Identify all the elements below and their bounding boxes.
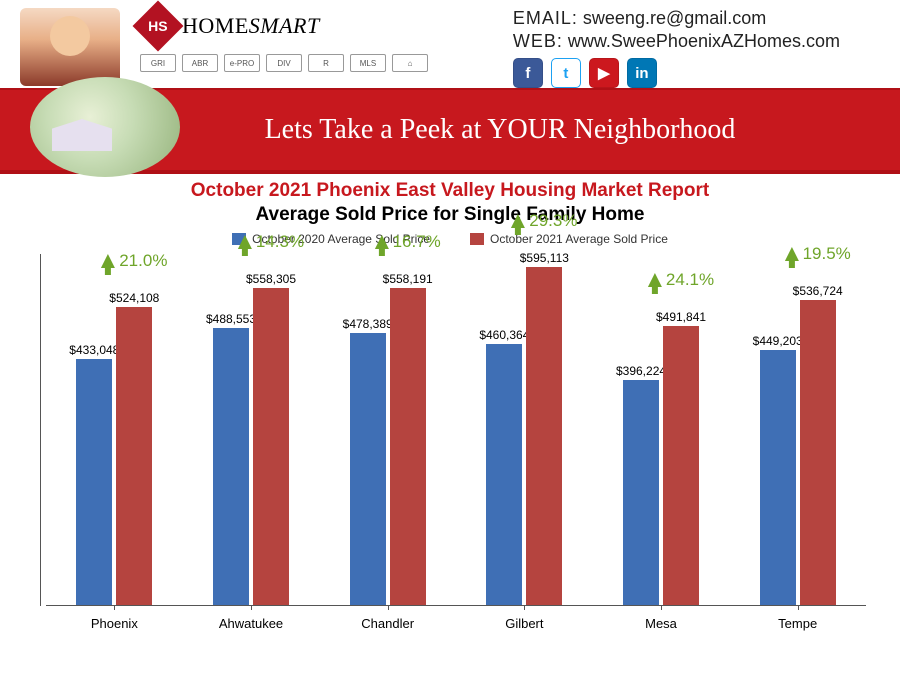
x-axis-label: Phoenix [46, 610, 183, 634]
bar-2021: $558,30514.3% [253, 288, 289, 605]
bar-group: $449,203$536,72419.5% [729, 254, 866, 605]
bar-value-label: $491,841 [656, 310, 706, 324]
plot-area: $433,048$524,10821.0%$488,553$558,30514.… [46, 254, 866, 606]
cert-badge: MLS [350, 54, 386, 72]
email-line: EMAIL: sweeng.re@gmail.com [513, 8, 840, 29]
chart-title-line1: October 2021 Phoenix East Valley Housing… [0, 180, 900, 202]
cert-badge: ⌂ [392, 54, 428, 72]
youtube-icon[interactable]: ▶ [589, 58, 619, 88]
neighborhood-illustration [30, 77, 180, 177]
arrow-up-icon [785, 247, 799, 261]
web-line: WEB: www.SweePhoenixAZHomes.com [513, 31, 840, 52]
bar-2020: $433,048 [76, 359, 112, 605]
pct-value: 29.3% [529, 211, 577, 231]
arrow-up-icon [238, 235, 252, 249]
x-axis-label: Gilbert [456, 610, 593, 634]
homesmart-wordmark: HOMESMART [182, 13, 320, 39]
chart-area: $433,048$524,10821.0%$488,553$558,30514.… [40, 254, 870, 634]
pct-value: 16.7% [393, 232, 441, 252]
brand-block: HS HOMESMART GRI ABR e-PRO DIV R MLS ⌂ [140, 8, 428, 72]
x-axis-labels: PhoenixAhwatukeeChandlerGilbertMesaTempe [46, 610, 866, 634]
pct-value: 19.5% [803, 244, 851, 264]
bar-value-label: $449,203 [753, 334, 803, 348]
header: HS HOMESMART GRI ABR e-PRO DIV R MLS ⌂ EMAIL: … [0, 0, 900, 88]
chart-title-block: October 2021 Phoenix East Valley Housing… [0, 180, 900, 226]
web-label: WEB: [513, 31, 563, 51]
bar-group: $488,553$558,30514.3% [183, 254, 320, 605]
bar-value-label: $558,191 [383, 272, 433, 286]
chart-legend: October 2020 Average Sold PriceOctober 2… [0, 232, 900, 246]
arrow-up-icon [375, 235, 389, 249]
bar-value-label: $433,048 [69, 343, 119, 357]
bar-value-label: $478,389 [343, 317, 393, 331]
arrow-up-icon [648, 273, 662, 287]
cert-badge: GRI [140, 54, 176, 72]
bar-value-label: $396,224 [616, 364, 666, 378]
x-axis-label: Chandler [319, 610, 456, 634]
banner: Lets Take a Peek at YOUR Neighborhood [0, 88, 900, 174]
bar-value-label: $524,108 [109, 291, 159, 305]
bar-2021: $524,10821.0% [116, 307, 152, 605]
legend-swatch [470, 233, 484, 245]
homesmart-monogram: HS [148, 18, 167, 34]
brand-home: HOME [182, 13, 249, 38]
linkedin-icon[interactable]: in [627, 58, 657, 88]
cert-badge: ABR [182, 54, 218, 72]
chart-title-line2: Average Sold Price for Single Family Hom… [0, 204, 900, 226]
bar-2020: $449,203 [760, 350, 796, 605]
bar-group: $478,389$558,19116.7% [319, 254, 456, 605]
cert-badge: e-PRO [224, 54, 260, 72]
brand-smart: SMART [249, 13, 320, 38]
facebook-icon[interactable]: f [513, 58, 543, 88]
web-value[interactable]: www.SweePhoenixAZHomes.com [568, 31, 840, 51]
pct-change: 14.3% [238, 232, 304, 252]
bar-2021: $558,19116.7% [390, 288, 426, 605]
x-axis-label: Tempe [729, 610, 866, 634]
bar-2020: $478,389 [350, 333, 386, 605]
bar-value-label: $595,113 [520, 251, 569, 265]
bar-2020: $396,224 [623, 380, 659, 605]
y-axis [40, 254, 41, 606]
x-axis-label: Ahwatukee [183, 610, 320, 634]
contact-block: EMAIL: sweeng.re@gmail.com WEB: www.Swee… [513, 8, 880, 88]
email-value[interactable]: sweeng.re@gmail.com [583, 8, 766, 28]
bar-group: $433,048$524,10821.0% [46, 254, 183, 605]
agent-photo [20, 8, 120, 86]
email-label: EMAIL: [513, 8, 578, 28]
twitter-icon[interactable]: t [551, 58, 581, 88]
social-row: ft ▶ in [513, 58, 840, 88]
arrow-up-icon [101, 254, 115, 268]
pct-value: 14.3% [256, 232, 304, 252]
pct-change: 16.7% [375, 232, 441, 252]
bar-group: $460,364$595,11329.3% [456, 254, 593, 605]
bar-2021: $595,11329.3% [526, 267, 562, 605]
homesmart-icon: HS [133, 1, 184, 52]
bar-value-label: $536,724 [793, 284, 843, 298]
bar-value-label: $460,364 [479, 328, 529, 342]
bar-2021: $491,84124.1% [663, 326, 699, 605]
bar-2020: $488,553 [213, 328, 249, 605]
legend-item: October 2021 Average Sold Price [470, 232, 668, 246]
pct-value: 24.1% [666, 270, 714, 290]
arrow-up-icon [511, 214, 525, 228]
bar-value-label: $558,305 [246, 272, 296, 286]
pct-change: 29.3% [511, 211, 577, 231]
homesmart-logo: HS HOMESMART [140, 8, 428, 44]
pct-change: 21.0% [101, 251, 167, 271]
bar-value-label: $488,553 [206, 312, 256, 326]
x-axis-label: Mesa [593, 610, 730, 634]
bar-2021: $536,72419.5% [800, 300, 836, 605]
bar-2020: $460,364 [486, 344, 522, 605]
banner-headline: Lets Take a Peek at YOUR Neighborhood [180, 114, 900, 146]
certifications-row: GRI ABR e-PRO DIV R MLS ⌂ [140, 54, 428, 72]
pct-value: 21.0% [119, 251, 167, 271]
pct-change: 19.5% [785, 244, 851, 264]
cert-badge: R [308, 54, 344, 72]
bar-group: $396,224$491,84124.1% [593, 254, 730, 605]
pct-change: 24.1% [648, 270, 714, 290]
cert-badge: DIV [266, 54, 302, 72]
